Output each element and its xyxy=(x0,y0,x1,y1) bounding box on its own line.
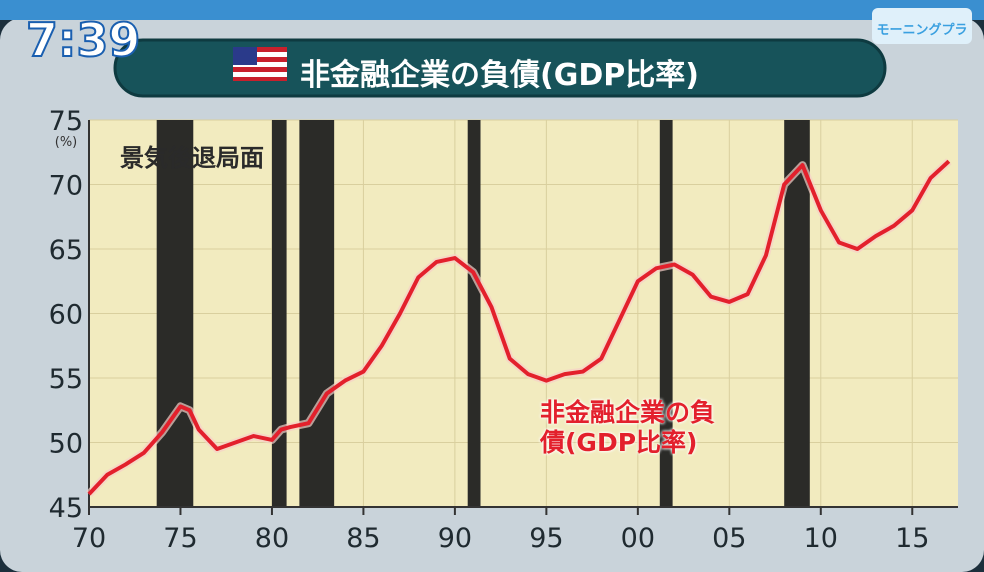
x-tick-label: 80 xyxy=(255,523,289,554)
top-strip xyxy=(0,0,984,20)
annotation: 景気後退局面 xyxy=(120,144,264,172)
y-tick-label: 70 xyxy=(49,171,83,202)
chart-title: 非金融企業の負債(GDP比率) xyxy=(300,58,699,93)
clock: 7:39 xyxy=(26,13,140,67)
title-bar xyxy=(113,38,887,98)
x-tick-label: 90 xyxy=(438,523,472,554)
y-unit: (%) xyxy=(55,135,78,150)
y-tick-label: 65 xyxy=(49,235,83,266)
recession-band xyxy=(271,120,287,507)
x-tick-label: 70 xyxy=(72,523,106,554)
y-tick-label: 75 xyxy=(49,106,83,137)
x-tick-label: 95 xyxy=(529,523,563,554)
legend-entry: 非金融企業の負債(GDP比率) xyxy=(540,398,716,457)
x-tick-label: 00 xyxy=(621,523,655,554)
recession-band xyxy=(156,120,194,507)
y-tick-label: 60 xyxy=(49,300,83,331)
x-tick-label: 85 xyxy=(346,523,380,554)
y-tick-label: 50 xyxy=(49,429,83,460)
logo-box xyxy=(872,8,972,44)
series-line xyxy=(87,159,951,496)
y-tick-label: 55 xyxy=(49,364,83,395)
plot: 45 50 55 60 65 70 75 70 75 80 85 90 95 00 05 10 15 (%) 景気後… xyxy=(49,106,958,554)
x-tick-label: 05 xyxy=(712,523,746,554)
logo: モーニングプラ xyxy=(876,22,967,38)
flag xyxy=(233,47,287,81)
recession-band xyxy=(659,120,673,507)
recession-band xyxy=(299,120,335,507)
y-tick-label: 45 xyxy=(49,493,83,524)
recession-band xyxy=(467,120,481,507)
x-tick-label: 75 xyxy=(163,523,197,554)
x-tick-label: 10 xyxy=(804,523,838,554)
x-tick-label: 15 xyxy=(895,523,929,554)
